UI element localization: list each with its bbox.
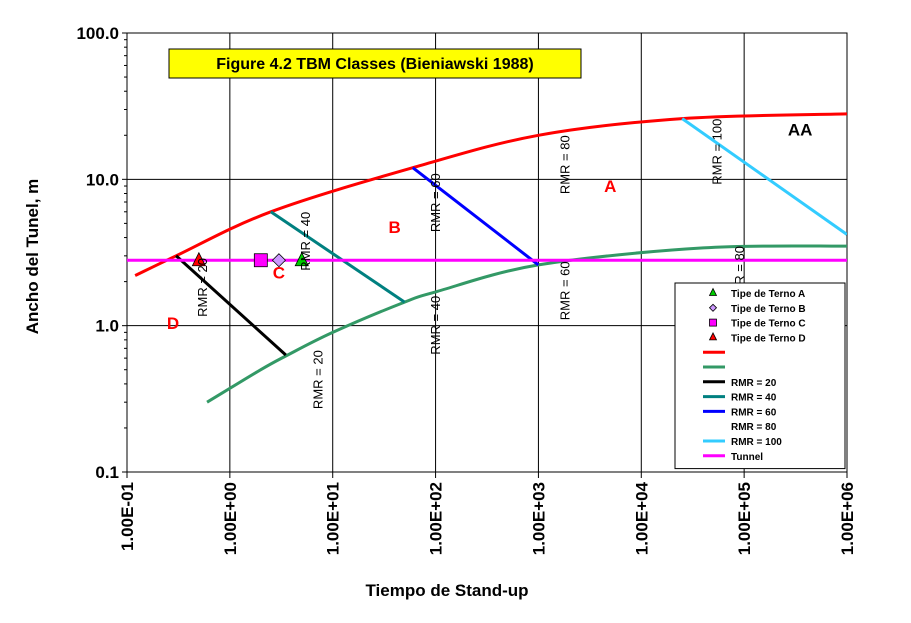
legend-label: Tipe de Terno D bbox=[731, 333, 806, 344]
legend-label: RMR = 80 bbox=[731, 422, 777, 433]
data-point-marker bbox=[253, 253, 268, 268]
region-label: B bbox=[388, 218, 400, 237]
x-tick-label: 1.00E+04 bbox=[632, 481, 651, 555]
series-line-rmr100 bbox=[681, 117, 847, 236]
series-line-upper bbox=[134, 112, 847, 277]
rmr-label: RMR = 60 bbox=[428, 173, 443, 232]
legend-marker bbox=[708, 303, 718, 312]
rmr-label: RMR = 60 bbox=[557, 261, 572, 320]
rmr-label: RMR = 40 bbox=[428, 296, 443, 355]
legend-box bbox=[674, 282, 846, 470]
x-tick-label: 1.00E+06 bbox=[838, 482, 857, 555]
y-tick-label: 10.0 bbox=[86, 170, 119, 189]
legend-marker bbox=[709, 318, 717, 327]
x-tick-label: 1.00E-01 bbox=[118, 482, 137, 551]
legend-label: RMR = 60 bbox=[731, 407, 777, 418]
y-tick-label: 0.1 bbox=[95, 463, 119, 482]
chart-title-box bbox=[168, 48, 582, 79]
legend-label: RMR = 20 bbox=[731, 378, 777, 389]
chart-title: Figure 4.2 TBM Classes (Bieniawski 1988) bbox=[216, 56, 533, 73]
region-label: C bbox=[273, 264, 285, 283]
rmr-label: RMR = 80 bbox=[557, 135, 572, 194]
legend-label: Tipe de Terno B bbox=[731, 304, 806, 315]
data-point-marker bbox=[294, 251, 309, 267]
legend-label: RMR = 40 bbox=[731, 393, 777, 404]
series-line-lower bbox=[206, 244, 847, 404]
series-line-rmr20 bbox=[175, 254, 287, 357]
region-label: A bbox=[604, 177, 616, 196]
y-tick-label: 100.0 bbox=[76, 24, 119, 43]
rmr-label: RMR = 20 bbox=[311, 350, 326, 409]
legend-label: RMR = 100 bbox=[731, 437, 782, 448]
region-label: AA bbox=[788, 120, 813, 139]
rmr-label: RMR = 20 bbox=[195, 258, 210, 317]
legend-marker bbox=[708, 287, 718, 296]
x-tick-label: 1.00E+03 bbox=[529, 482, 548, 555]
data-point-marker bbox=[191, 251, 207, 267]
rmr-label: RMR = 100 bbox=[709, 119, 724, 185]
y-axis-title: Ancho del Tunel, m bbox=[23, 179, 42, 335]
legend-label: Tipe de Terno C bbox=[731, 319, 806, 330]
legend-label: Tipe de Terno A bbox=[731, 289, 805, 300]
x-tick-label: 1.00E+02 bbox=[427, 482, 446, 555]
series-line-rmr40 bbox=[269, 210, 406, 304]
rmr-label: RMR = 40 bbox=[298, 212, 313, 271]
data-point-marker bbox=[271, 253, 286, 268]
x-axis-title: Tiempo de Stand-up bbox=[365, 581, 528, 600]
x-tick-label: 1.00E+05 bbox=[735, 482, 754, 555]
x-tick-label: 1.00E+00 bbox=[221, 482, 240, 555]
legend-marker bbox=[708, 332, 718, 341]
x-tick-label: 1.00E+01 bbox=[324, 482, 343, 555]
series-group bbox=[127, 112, 847, 404]
y-tick-label: 1.0 bbox=[95, 317, 119, 336]
legend-label: Tunnel bbox=[731, 452, 763, 463]
region-label: D bbox=[167, 314, 179, 333]
series-line-rmr60 bbox=[411, 166, 540, 267]
